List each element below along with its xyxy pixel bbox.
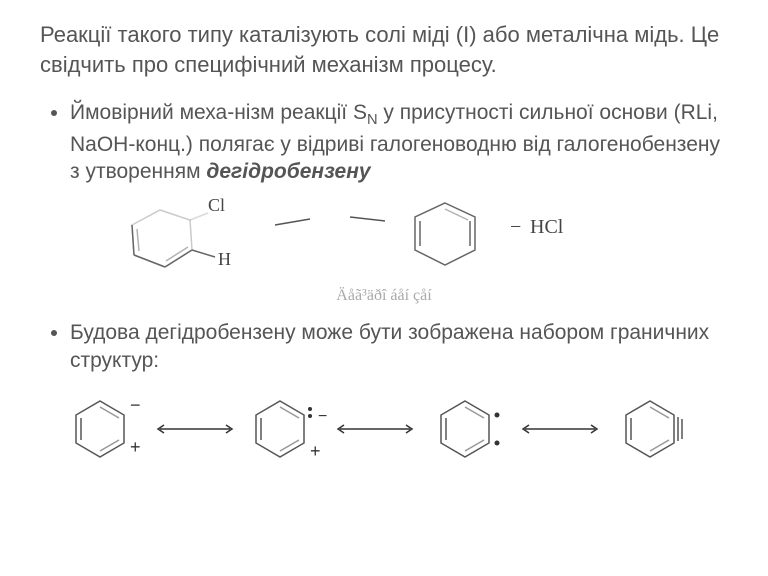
intro-paragraph: Реакції такого типу каталізують солі мід…	[40, 20, 728, 79]
bullet-1-text-part1: Ймовірний меха-нізм реакції S	[70, 101, 367, 124]
reaction-arrow	[275, 217, 385, 225]
resonance-2: + −	[256, 401, 327, 461]
resonance-3	[441, 401, 500, 457]
bullet-2: Будова дегідробензену може бути зображен…	[70, 319, 728, 374]
resonance-4	[626, 401, 682, 457]
svg-text:−: −	[130, 395, 141, 415]
svg-text:−: −	[318, 408, 327, 425]
bullet-list-2: Будова дегідробензену може бути зображен…	[40, 319, 728, 374]
resonance-arrow-1	[158, 425, 232, 433]
svg-text:+: +	[130, 437, 141, 457]
svg-text:+: +	[310, 441, 321, 461]
chlorobenzene-fragment	[132, 210, 215, 267]
resonance-arrow-2	[338, 425, 412, 433]
slide: Реакції такого типу каталізують солі мід…	[0, 0, 768, 474]
minus-sign: −	[510, 216, 521, 238]
label-cl: Cl	[208, 195, 225, 215]
bullet-1-emph: дегідробензену	[206, 160, 370, 183]
reaction-scheme: Cl H − HCl	[100, 195, 728, 285]
reaction-caption: Äåã³äðî áåí çåí	[40, 287, 728, 305]
bullet-list: Ймовірний меха-нізм реакції SN у присутн…	[40, 99, 728, 185]
dehydrobenzene-ring	[415, 203, 475, 265]
label-h: H	[218, 249, 231, 269]
byproduct-hcl: HCl	[530, 216, 564, 238]
bullet-1: Ймовірний меха-нізм реакції SN у присутн…	[70, 99, 728, 185]
resonance-arrow-3	[523, 425, 597, 433]
resonance-structures: − + + −	[50, 384, 728, 474]
resonance-1: − +	[76, 395, 141, 457]
bullet-1-subscript: N	[367, 113, 378, 129]
